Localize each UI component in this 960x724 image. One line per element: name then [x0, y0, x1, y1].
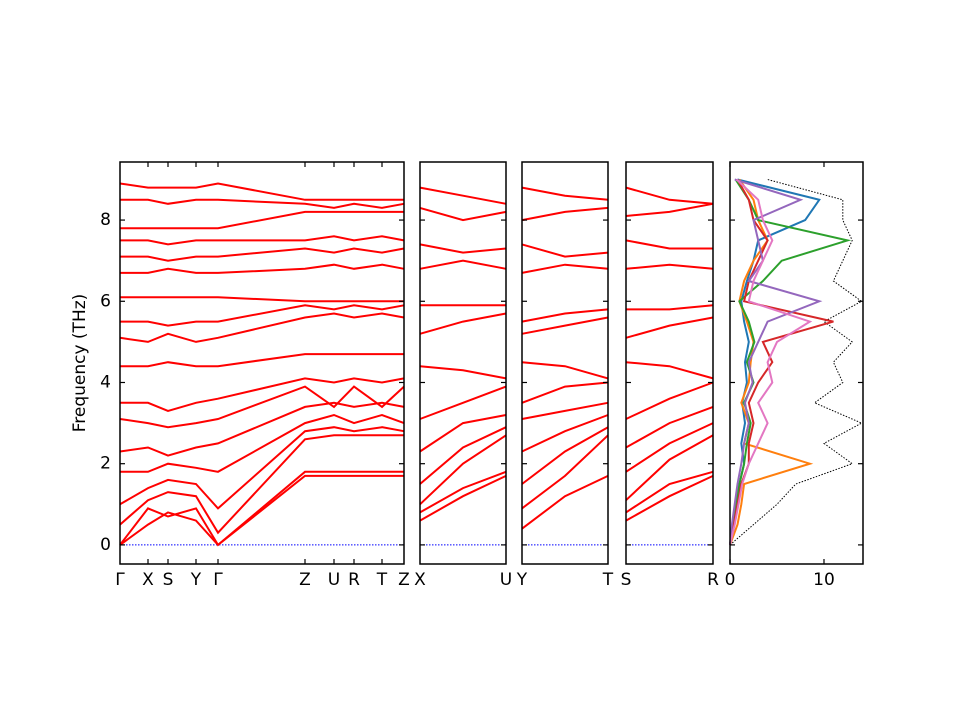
- band: [419, 259, 507, 270]
- band: [521, 308, 609, 323]
- axes-frame: [419, 161, 507, 565]
- band: [521, 206, 609, 222]
- y-tick-label: 0: [100, 535, 111, 555]
- x-tick-label: X: [142, 570, 154, 590]
- band: [419, 186, 507, 205]
- x-tick-label: S: [163, 570, 174, 590]
- band: [521, 186, 609, 201]
- y-tick-label: 2: [100, 454, 111, 474]
- band: [521, 243, 609, 258]
- band: [521, 474, 609, 530]
- band: [119, 312, 405, 343]
- band: [625, 405, 714, 449]
- band: [625, 434, 714, 501]
- x-tick-label: 0: [725, 570, 736, 590]
- band: [120, 413, 405, 473]
- band: [521, 381, 609, 404]
- band: [119, 426, 405, 510]
- band: [625, 186, 714, 205]
- x-tick-label: Z: [299, 570, 311, 590]
- y-axis-label: Frequency (THz): [70, 294, 90, 433]
- band: [419, 434, 507, 506]
- band: [120, 377, 405, 412]
- band: [419, 365, 507, 380]
- band: [625, 470, 714, 514]
- band: [521, 434, 609, 510]
- x-tick-label: Γ: [115, 570, 125, 590]
- band: [625, 202, 714, 217]
- y-tick-label: 6: [100, 291, 111, 311]
- x-tick-label: X: [414, 570, 426, 590]
- dos-curve: [729, 178, 852, 546]
- y-tick-label: 4: [100, 372, 111, 392]
- band: [419, 206, 507, 222]
- band: [120, 235, 405, 246]
- band: [521, 414, 609, 453]
- x-tick-label: T: [602, 570, 614, 590]
- x-tick-label: R: [348, 570, 360, 590]
- x-tick-label: Y: [516, 570, 528, 590]
- band: [119, 470, 404, 547]
- band: [419, 385, 507, 420]
- dos-curve: [729, 179, 863, 546]
- x-tick-label: U: [328, 570, 340, 590]
- band: [521, 361, 609, 380]
- band: [626, 304, 714, 311]
- band: [419, 243, 507, 254]
- x-tick-label: R: [707, 570, 719, 590]
- band: [419, 474, 507, 522]
- band: [521, 401, 609, 420]
- band: [419, 470, 507, 514]
- band: [521, 316, 609, 335]
- band: [120, 210, 404, 230]
- band: [625, 474, 714, 522]
- band: [119, 474, 404, 547]
- axes-frame: [521, 161, 609, 565]
- band: [521, 263, 609, 274]
- band: [120, 198, 405, 209]
- dos-curve: [729, 178, 823, 545]
- band: [119, 434, 404, 535]
- x-tick-label: T: [376, 570, 388, 590]
- band: [120, 296, 404, 303]
- band: [625, 381, 714, 420]
- x-tick-label: Z: [398, 570, 410, 590]
- x-tick-label: Γ: [213, 570, 223, 590]
- band: [119, 401, 405, 457]
- band: [625, 316, 714, 339]
- band: [419, 312, 507, 335]
- dos-curve: [729, 178, 813, 546]
- axes-frame: [119, 161, 405, 565]
- band: [419, 414, 507, 453]
- x-tick-label: S: [621, 570, 632, 590]
- band: [120, 247, 405, 262]
- y-tick-label: 8: [100, 210, 111, 230]
- x-tick-label: Y: [190, 570, 202, 590]
- axes-frame: [729, 161, 864, 565]
- band: [625, 263, 714, 270]
- band: [625, 361, 714, 380]
- band: [419, 426, 507, 485]
- band: [521, 426, 609, 485]
- axes-frame: [625, 161, 714, 565]
- band: [625, 239, 713, 250]
- band: [120, 353, 404, 368]
- band: [120, 263, 405, 274]
- x-tick-label: 10: [813, 570, 835, 590]
- band: [119, 182, 404, 201]
- band: [119, 385, 405, 429]
- band: [625, 422, 714, 473]
- band: [120, 304, 405, 327]
- x-tick-label: U: [500, 570, 512, 590]
